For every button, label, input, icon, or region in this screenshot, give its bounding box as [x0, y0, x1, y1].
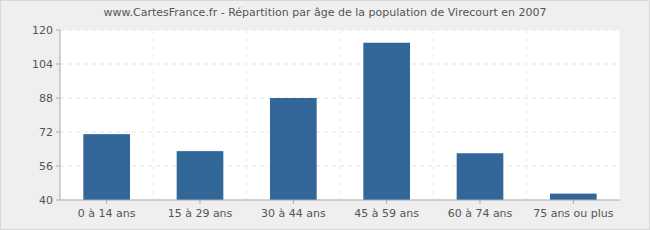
y-tick: [56, 166, 60, 167]
x-tick: [480, 200, 481, 204]
y-tick-label: 56: [39, 160, 53, 173]
bar: [83, 134, 130, 200]
y-tick: [56, 132, 60, 133]
y-tick-label: 104: [32, 58, 53, 71]
grid-line: [60, 200, 620, 201]
bars: [83, 43, 596, 200]
v-grid-line: [60, 30, 61, 200]
background: [1, 1, 650, 230]
bar: [177, 151, 224, 200]
v-grid-line: [526, 30, 527, 200]
x-tick-label: 60 à 74 ans: [448, 207, 513, 220]
y-tick: [56, 200, 60, 201]
y-tick: [56, 64, 60, 65]
title: www.CartesFrance.fr - Répartition par âg…: [103, 6, 546, 19]
x-tick: [573, 200, 574, 204]
x-tick: [200, 200, 201, 204]
x-tick: [293, 200, 294, 204]
x-tick-label: 45 à 59 ans: [354, 207, 419, 220]
v-grid-line: [246, 30, 247, 200]
x-tick-label: 15 à 29 ans: [168, 207, 233, 220]
bar: [457, 153, 504, 200]
chart-svg: www.CartesFrance.fr - Répartition par âg…: [0, 0, 650, 230]
x-tick-label: 30 à 44 ans: [261, 207, 326, 220]
x-axis: [60, 200, 620, 201]
chart-container: www.CartesFrance.fr - Répartition par âg…: [0, 0, 650, 230]
v-grid-line: [433, 30, 434, 200]
v-grid-line: [620, 30, 621, 200]
x-tick-label: 0 à 14 ans: [78, 207, 136, 220]
y-tick-label: 120: [32, 24, 53, 37]
y-tick-label: 72: [39, 126, 53, 139]
x-tick: [386, 200, 387, 204]
y-axis: [60, 30, 61, 200]
bar: [363, 43, 410, 200]
grid-line: [60, 132, 620, 133]
y-tick: [56, 98, 60, 99]
x-tick-label: 75 ans ou plus: [533, 207, 614, 220]
y-tick: [56, 30, 60, 31]
bar: [550, 194, 597, 200]
x-tick: [106, 200, 107, 204]
y-tick-label: 40: [39, 194, 53, 207]
v-grid-line: [340, 30, 341, 200]
bar: [270, 98, 317, 200]
plot-area: [60, 30, 620, 200]
y-tick-label: 88: [39, 92, 53, 105]
v-grid-line: [153, 30, 154, 200]
